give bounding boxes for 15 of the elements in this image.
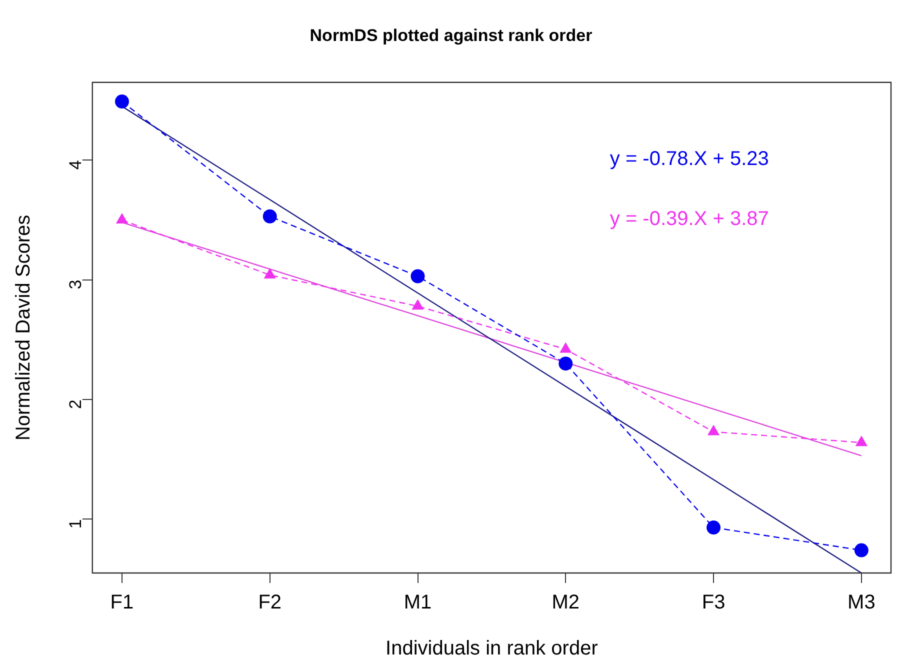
chart-title: NormDS plotted against rank order <box>310 26 593 45</box>
x-tick-label: M3 <box>848 592 876 614</box>
x-tick-label: M2 <box>552 592 580 614</box>
x-axis-title: Individuals in rank order <box>386 638 598 660</box>
y-tick-label: 2 <box>66 399 86 409</box>
annotation: y = -0.78.X + 5.23 <box>610 148 769 170</box>
x-tick-label: M1 <box>404 592 432 614</box>
y-tick-label: 4 <box>66 160 86 170</box>
x-tick-label: F1 <box>110 592 134 614</box>
x-tick-label: F3 <box>702 592 726 614</box>
annotation: y = -0.39.X + 3.87 <box>610 208 769 230</box>
y-tick-label: 1 <box>66 519 86 529</box>
y-axis-title: Normalized David Scores <box>12 214 35 441</box>
x-tick-label: F2 <box>258 592 282 614</box>
y-tick-label: 3 <box>66 280 86 290</box>
